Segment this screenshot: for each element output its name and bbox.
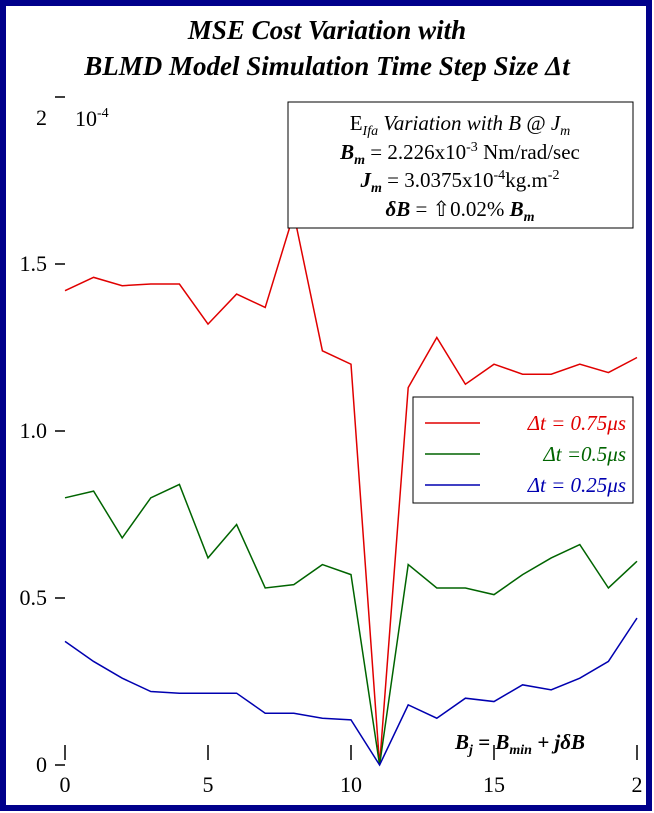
text: -3 bbox=[466, 140, 478, 155]
text: = 2.226x10 bbox=[365, 140, 466, 164]
text: = bbox=[473, 730, 495, 754]
text: B bbox=[494, 730, 509, 754]
text: J bbox=[360, 168, 373, 192]
x-tick-label: 5 bbox=[203, 772, 214, 797]
y-tick-label: 1.0 bbox=[20, 418, 48, 443]
chart-title: BLMD Model Simulation Time Step Size Δt bbox=[83, 51, 571, 81]
text: E bbox=[350, 111, 363, 135]
text: δB bbox=[385, 197, 410, 221]
legend-label: Δt = 0.25μs bbox=[527, 473, 626, 497]
scale-base: 10 bbox=[75, 106, 97, 131]
text: Nm/rad/sec bbox=[478, 140, 580, 164]
series-line bbox=[64, 483, 638, 766]
x-tick-label: 15 bbox=[483, 772, 505, 797]
series-line bbox=[64, 617, 638, 767]
y-tick-label: 2 bbox=[36, 105, 47, 130]
text: Ifa bbox=[362, 124, 379, 139]
text: min bbox=[509, 743, 532, 758]
text: m bbox=[371, 181, 382, 196]
text: j bbox=[467, 743, 473, 758]
annotation-line: Bm = 2.226x10-3 Nm/rad/sec bbox=[339, 140, 580, 168]
scale-exponent: -4 bbox=[97, 106, 109, 121]
legend-entries: Δt = 0.75μs Δt =0.5μs Δt = 0.25μs bbox=[425, 411, 626, 497]
text: = 3.0375x10 bbox=[382, 168, 494, 192]
y-tick-label: 0 bbox=[36, 752, 47, 777]
x-tick-label: 0 bbox=[60, 772, 71, 797]
text: m bbox=[560, 124, 570, 139]
annotation-line: Jm = 3.0375x10-4kg.m-2 bbox=[360, 168, 560, 196]
annotation-line: δB = ⇧0.02% Bm bbox=[385, 197, 534, 225]
text: + j bbox=[532, 730, 560, 754]
text: -4 bbox=[494, 168, 506, 183]
y-tick-label: 0.5 bbox=[20, 585, 48, 610]
text: kg.m bbox=[505, 168, 548, 192]
text: m bbox=[354, 153, 365, 168]
text: Variation with B @ J bbox=[378, 111, 562, 135]
y-tick-label: 1.5 bbox=[20, 251, 48, 276]
plot: 0 5 10 15 2 bbox=[55, 96, 643, 797]
text: B bbox=[509, 197, 524, 221]
x-tick-label: 2 bbox=[632, 772, 643, 797]
annotation-line: EIfa Variation with B @ Jm bbox=[350, 111, 571, 139]
x-tick-label: 10 bbox=[340, 772, 362, 797]
text: = ⇧0.02% bbox=[410, 197, 509, 221]
series-line bbox=[64, 213, 638, 766]
text: δB bbox=[560, 730, 585, 754]
chart-title: MSE Cost Variation with bbox=[187, 15, 466, 45]
text: -2 bbox=[548, 168, 560, 183]
text: m bbox=[524, 210, 535, 225]
legend-label: Δt = 0.75μs bbox=[527, 411, 626, 435]
text: B bbox=[454, 730, 469, 754]
scale-label: 10-4 bbox=[75, 106, 109, 131]
formula: Bj = Bmin + jδB bbox=[454, 730, 585, 758]
text: B bbox=[339, 140, 354, 164]
legend-label: Δt =0.5μs bbox=[542, 442, 626, 466]
annotation-box bbox=[287, 101, 634, 229]
